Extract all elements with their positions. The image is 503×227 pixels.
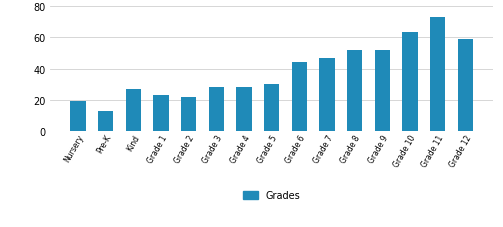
Bar	[98, 111, 113, 132]
Legend: Grades: Grades	[239, 187, 304, 204]
Bar	[375, 50, 390, 132]
Bar	[126, 89, 141, 132]
Bar	[430, 18, 445, 132]
Bar	[236, 88, 252, 132]
Bar	[319, 58, 334, 132]
Bar	[181, 97, 196, 132]
Bar	[209, 88, 224, 132]
Bar	[264, 85, 279, 132]
Bar	[70, 102, 86, 132]
Bar	[402, 33, 417, 132]
Bar	[292, 63, 307, 132]
Bar	[347, 50, 362, 132]
Bar	[458, 39, 473, 132]
Bar	[153, 96, 169, 132]
